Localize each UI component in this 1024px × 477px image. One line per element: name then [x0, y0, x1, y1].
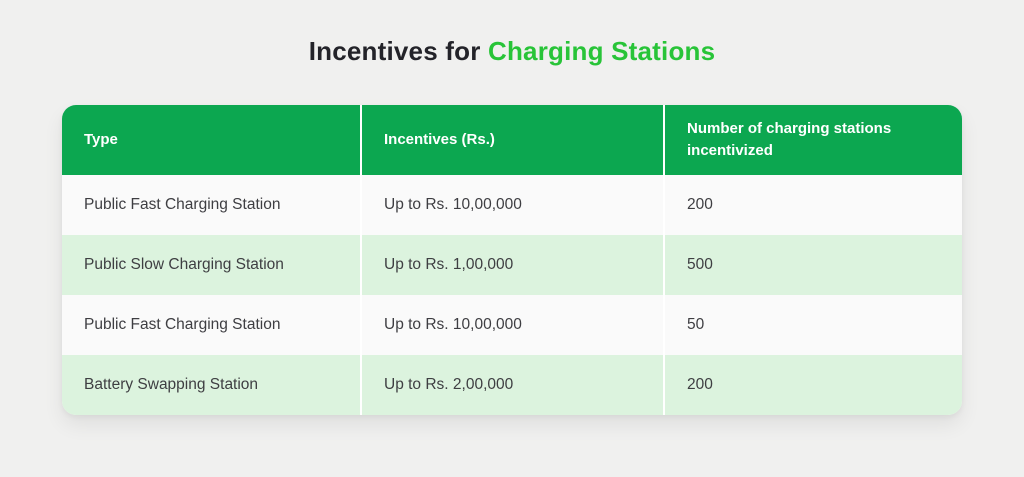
cell-incentive: Up to Rs. 10,00,000: [360, 175, 663, 235]
cell-type: Battery Swapping Station: [84, 376, 259, 393]
cell-incentive: Up to Rs. 10,00,000: [360, 295, 663, 355]
cell-count: 200: [663, 355, 962, 415]
page-title-prefix: Incentives for: [308, 36, 488, 66]
table-row: Public Slow Charging Station Up to Rs. 1…: [62, 235, 962, 295]
page-title: Incentives for Charging Stations: [0, 36, 1024, 67]
incentives-table: Type Incentives (Rs.) Number of charging…: [62, 105, 962, 415]
table-row: Public Fast Charging Station Up to Rs. 1…: [62, 175, 962, 235]
table-header-row: Type Incentives (Rs.) Number of charging…: [62, 105, 962, 175]
page-title-highlight: Charging Stations: [487, 36, 716, 66]
cell-count: 200: [663, 175, 962, 235]
cell-count: 50: [663, 295, 962, 355]
cell-incentive: Up to Rs. 2,00,000: [360, 355, 663, 415]
column-header-stations-count: Number of charging stations incentivized: [663, 105, 962, 175]
table-row: Battery Swapping Station Up to Rs. 2,00,…: [62, 355, 962, 415]
table-row: Public Fast Charging Station Up to Rs. 1…: [62, 295, 962, 355]
column-header-incentives: Incentives (Rs.): [360, 105, 663, 175]
column-header-type: Type: [84, 131, 118, 149]
cell-incentive: Up to Rs. 1,00,000: [360, 235, 663, 295]
cell-type: Public Fast Charging Station: [84, 196, 281, 213]
cell-type: Public Slow Charging Station: [84, 256, 284, 273]
cell-count: 500: [663, 235, 962, 295]
cell-type: Public Fast Charging Station: [84, 316, 281, 333]
